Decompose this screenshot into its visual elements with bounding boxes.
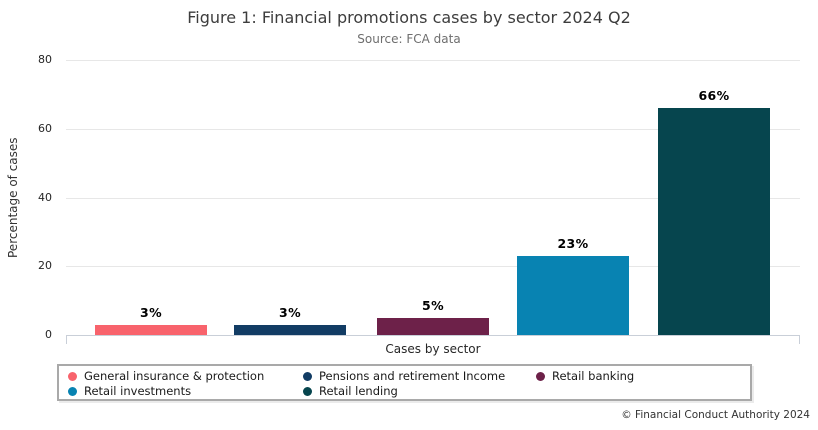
bar-value-label-retail-banking: 5% — [421, 297, 445, 313]
chart-title: Figure 1: Financial promotions cases by … — [187, 8, 631, 27]
bar-value-label-retail-investments: 23% — [557, 235, 589, 251]
legend-marker-dot — [303, 386, 312, 396]
bar-value-label-general-insurance-protection: 3% — [139, 304, 163, 320]
legend-item-retail-investments: Retail investments — [68, 384, 191, 398]
gridline-80 — [66, 60, 800, 61]
legend-item-retail-lending: Retail lending — [303, 384, 398, 398]
y-tick-label-80: 80 — [38, 53, 52, 66]
bar-retail-investments — [517, 255, 629, 335]
bar-retail-banking — [377, 317, 489, 335]
bar-general-insurance-protection — [95, 324, 207, 335]
y-tick-label-40: 40 — [38, 190, 52, 204]
x-axis-title: Cases by sector — [385, 342, 481, 356]
plot-area: 0 20 40 60 80 3% 3% 5% 23% 66% — [38, 53, 800, 344]
bar-value-label-retail-lending: 66% — [698, 88, 730, 104]
bar-pensions-and-retirement-income — [234, 324, 346, 335]
chart-subtitle: Source: FCA data — [357, 32, 461, 46]
legend-item-label: General insurance & protection — [84, 369, 265, 383]
legend-item-retail-banking: Retail banking — [536, 369, 634, 383]
y-tick-label-60: 60 — [38, 121, 52, 135]
gridline-60 — [66, 128, 800, 130]
legend-item-label: Retail lending — [319, 384, 398, 398]
y-tick-label-0: 0 — [45, 328, 52, 341]
legend-item-label: Pensions and retirement Income — [319, 369, 506, 383]
bar-retail-lending — [658, 108, 770, 335]
legend-item-label: Retail investments — [84, 384, 192, 398]
legend-marker-dot — [536, 371, 545, 381]
gridline-20 — [66, 266, 800, 268]
legend: General insurance & protection Pensions a… — [57, 364, 752, 401]
legend-marker-dot — [303, 371, 312, 381]
legend-marker-dot — [68, 386, 77, 396]
legend-item-pensions-and-retirement-income: Pensions and retirement Income — [303, 369, 505, 383]
y-tick-label-20: 20 — [38, 259, 52, 273]
bar-value-label-pensions-and-retirement-income: 3% — [278, 304, 302, 320]
copyright-note: © Financial Conduct Authority 2024 — [621, 409, 810, 421]
legend-item-label: Retail banking — [552, 369, 635, 383]
legend-marker-dot — [68, 371, 77, 381]
legend-item-general-insurance-protection: General insurance & protection — [68, 369, 264, 383]
gridline-40 — [66, 197, 800, 199]
